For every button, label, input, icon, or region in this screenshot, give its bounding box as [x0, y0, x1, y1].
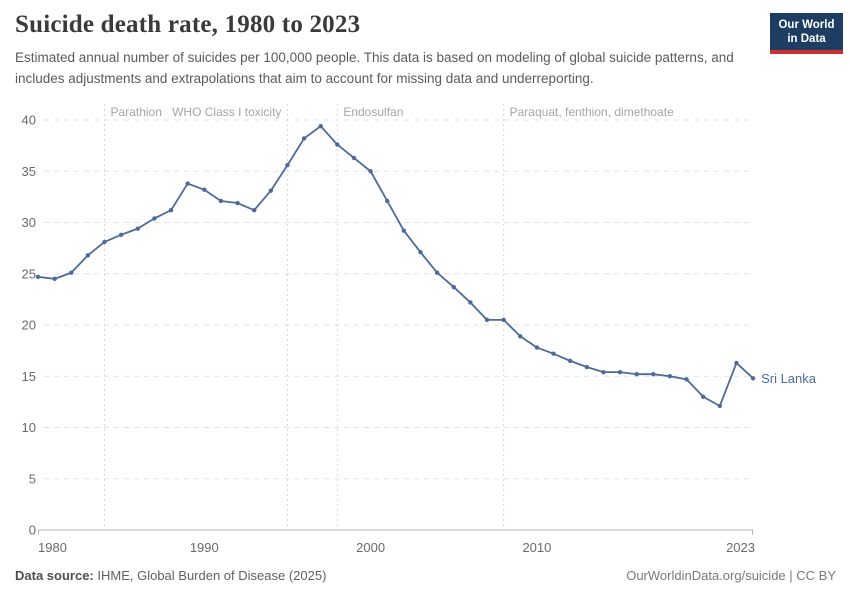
data-point-marker: [750, 376, 756, 381]
y-tick-label: 35: [22, 164, 36, 179]
y-tick-label: 15: [22, 369, 36, 384]
y-tick-label: 40: [22, 113, 36, 128]
data-point-marker: [218, 198, 224, 204]
y-tick-label: 5: [29, 471, 36, 486]
data-point-marker: [418, 250, 423, 255]
y-tick-label: 30: [22, 215, 36, 230]
data-point-marker: [168, 208, 174, 213]
data-point-marker: [634, 372, 639, 377]
data-source-note: Data source: IHME, Global Burden of Dise…: [15, 568, 326, 583]
x-tick-label: 1980: [38, 540, 67, 555]
y-tick-label: 0: [29, 523, 36, 538]
data-point-marker: [135, 226, 140, 231]
data-point-marker: [434, 270, 440, 275]
data-point-marker: [567, 358, 573, 364]
data-point-marker: [85, 253, 91, 258]
ban-annotation-label: Parathion: [111, 105, 162, 119]
data-point-marker: [385, 198, 390, 204]
data-point-marker: [301, 136, 307, 141]
y-tick-label: 20: [22, 318, 36, 333]
data-point-marker: [235, 200, 240, 206]
rights-link[interactable]: OurWorldinData.org/suicide | CC BY: [626, 568, 836, 583]
data-point-marker: [118, 232, 124, 237]
ban-annotation-label: WHO Class I toxicity: [172, 105, 281, 119]
y-tick-label: 10: [22, 420, 36, 435]
chart-subtitle: Estimated annual number of suicides per …: [15, 50, 734, 86]
series-end-label[interactable]: Sri Lanka: [761, 371, 817, 386]
data-point-marker: [202, 187, 207, 192]
data-point-marker: [451, 284, 456, 290]
data-point-marker: [617, 369, 623, 375]
data-point-marker: [318, 123, 323, 129]
data-point-marker: [52, 276, 57, 282]
x-tick-label: 2023: [726, 540, 755, 555]
data-point-marker: [717, 403, 723, 409]
data-point-marker: [285, 162, 290, 168]
data-point-marker: [185, 181, 190, 186]
data-source-label: Data source:: [15, 568, 94, 583]
data-point-marker: [734, 360, 739, 366]
data-point-marker: [551, 351, 556, 356]
data-point-marker: [69, 270, 74, 275]
data-point-marker: [35, 274, 41, 280]
data-point-marker: [518, 334, 523, 339]
data-point-marker: [667, 374, 673, 379]
data-point-marker: [351, 155, 357, 161]
x-tick-label: 2000: [356, 540, 385, 555]
data-point-marker: [701, 394, 706, 399]
data-source-text: IHME, Global Burden of Disease (2025): [93, 568, 327, 583]
data-point-marker: [601, 369, 606, 375]
data-point-marker: [501, 317, 506, 323]
data-point-marker: [484, 317, 490, 323]
page-title: Suicide death rate, 1980 to 2023: [15, 11, 361, 38]
data-point-marker: [684, 377, 689, 382]
data-point-marker: [468, 300, 473, 305]
series-line[interactable]: [37, 125, 754, 407]
data-point-marker: [152, 216, 157, 221]
owid-logo[interactable]: Our World in Data: [770, 13, 843, 54]
data-point-marker: [251, 208, 257, 213]
data-point-marker: [584, 364, 589, 370]
y-tick-label: 25: [22, 266, 36, 281]
data-point-marker: [102, 239, 107, 245]
x-tick-label: 2010: [522, 540, 551, 555]
ban-annotation-label: Endosulfan: [343, 105, 403, 119]
data-point-marker: [534, 345, 540, 350]
owid-logo-line2: in Data: [787, 33, 826, 45]
data-point-marker: [368, 169, 373, 174]
data-point-marker: [268, 188, 274, 193]
x-tick-label: 1990: [190, 540, 219, 555]
ban-annotation-label: Paraquat, fenthion, dimethoate: [510, 105, 674, 119]
owid-logo-line1: Our World: [778, 19, 835, 31]
data-point-marker: [401, 228, 407, 233]
data-point-marker: [335, 142, 340, 147]
data-point-marker: [651, 372, 656, 377]
